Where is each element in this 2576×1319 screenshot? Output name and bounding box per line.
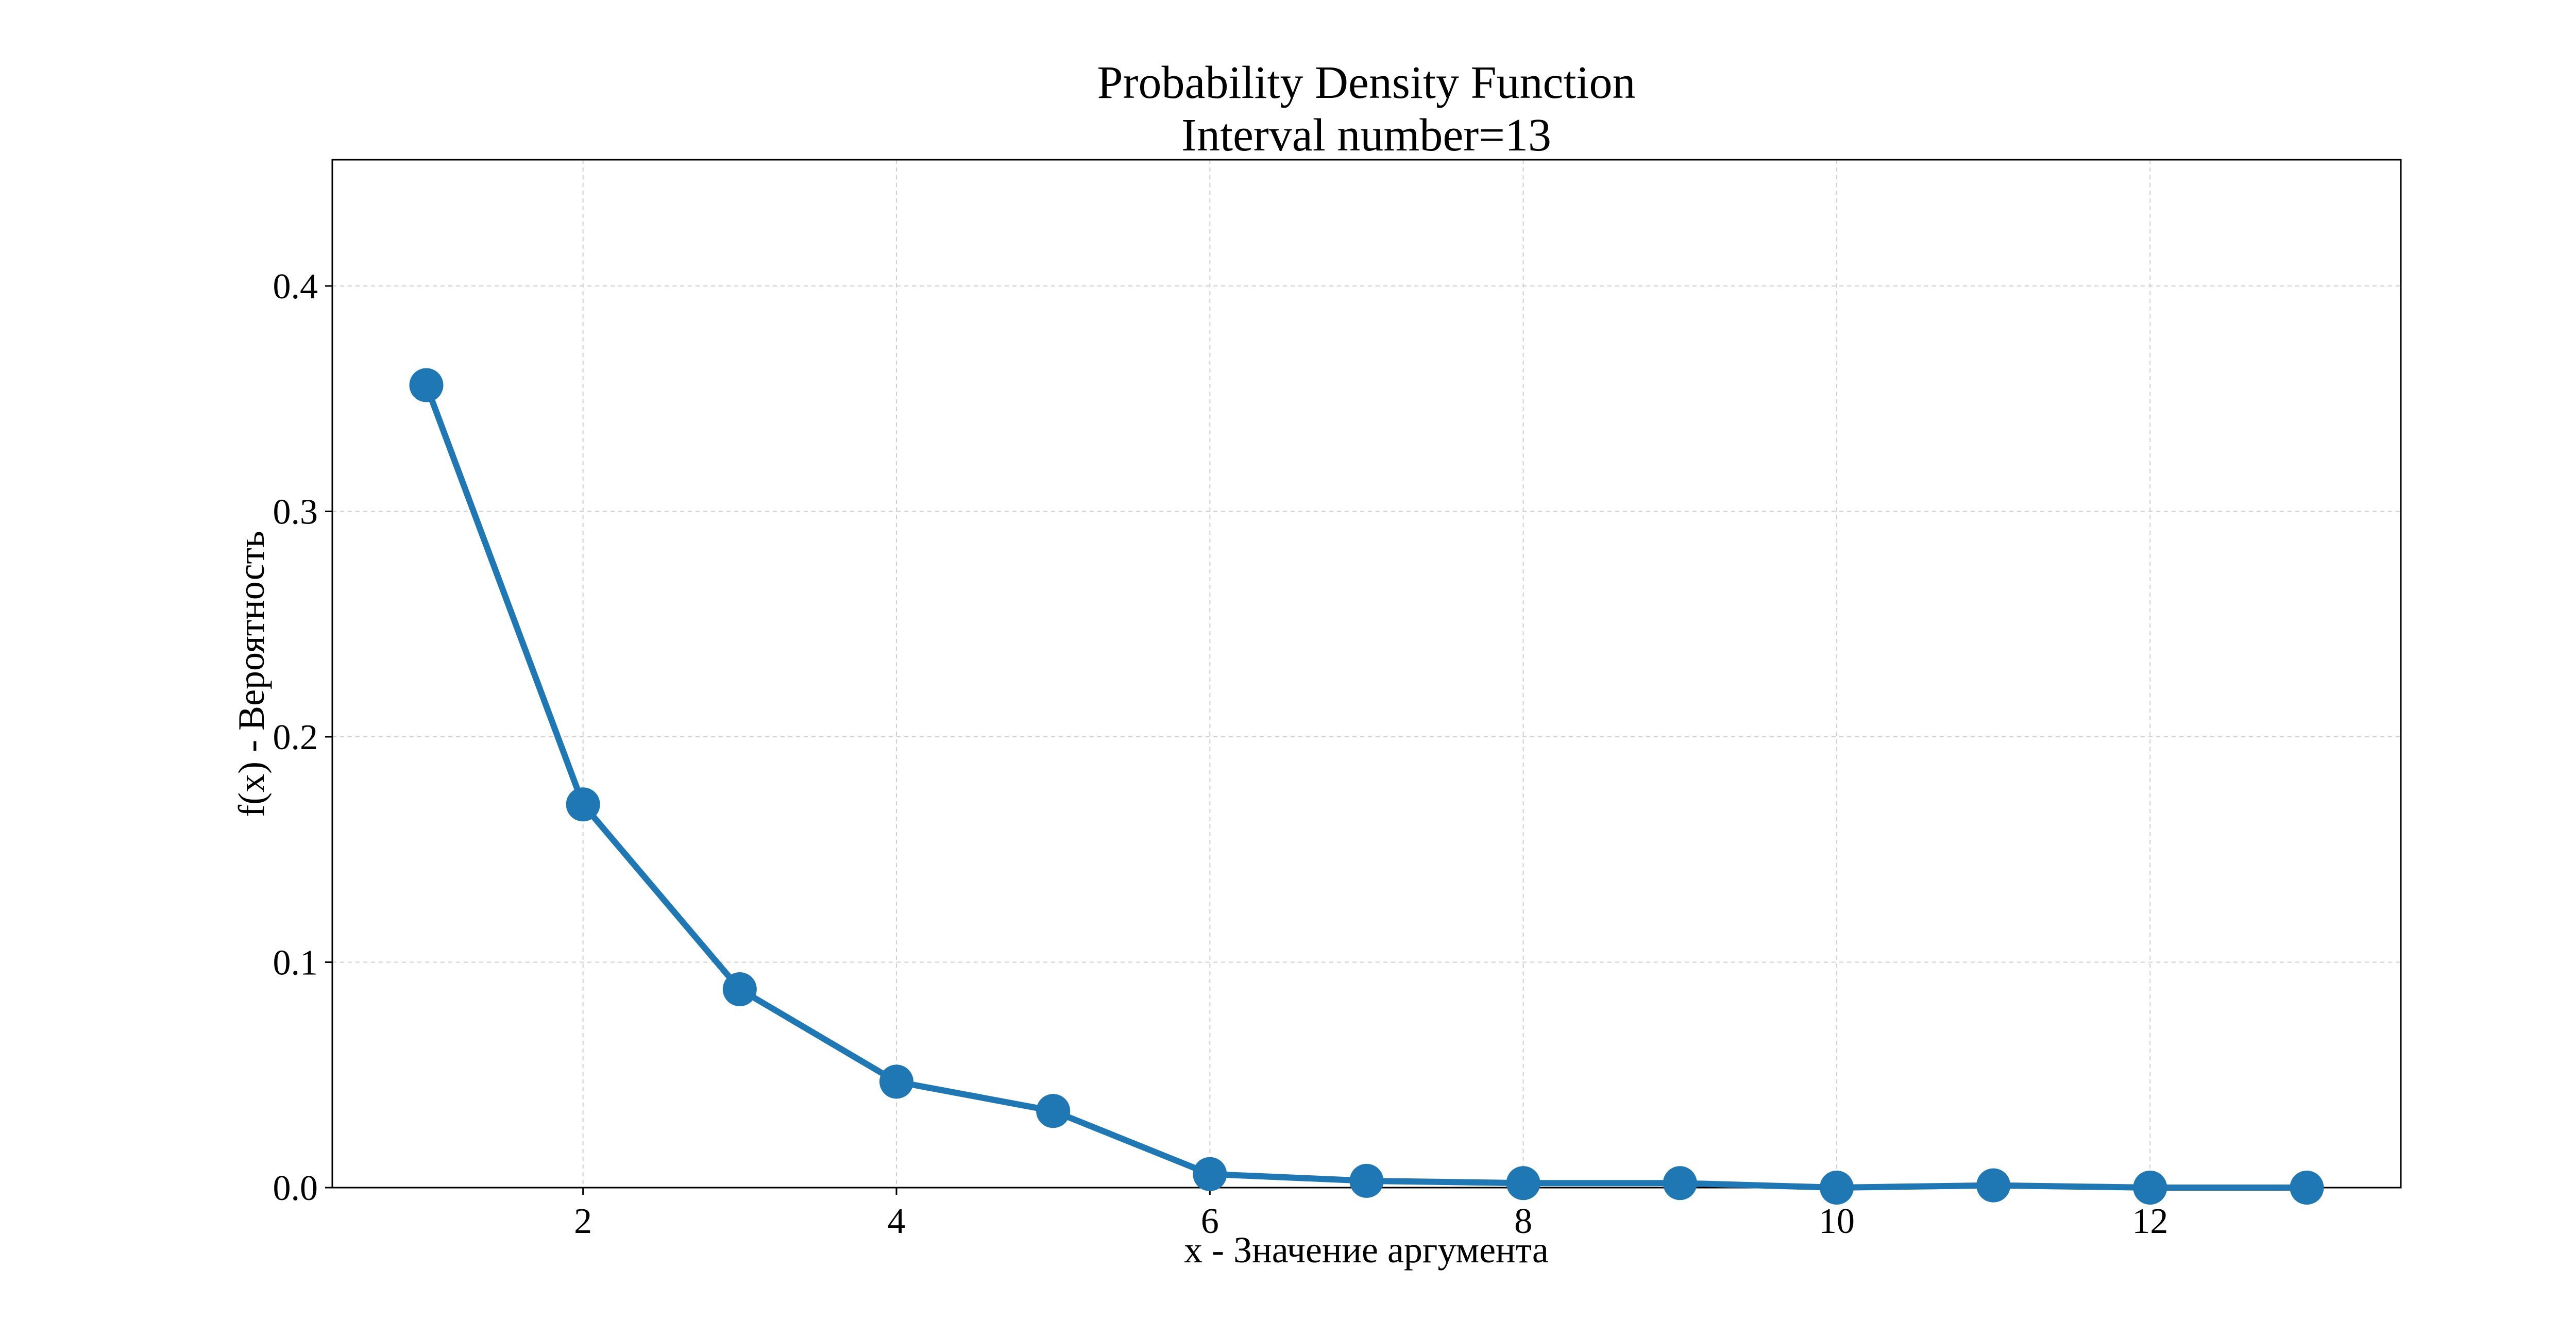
x-tick-label: 8 bbox=[1514, 1202, 1532, 1241]
y-axis-label: f(x) - Вероятность bbox=[231, 531, 272, 817]
y-axis-ticks: 0.0 0.1 0.2 0.3 0.4 bbox=[273, 267, 332, 1208]
data-point bbox=[1976, 1168, 2011, 1203]
data-point bbox=[722, 972, 757, 1006]
x-tick-label: 10 bbox=[1819, 1202, 1855, 1241]
data-point bbox=[1193, 1157, 1227, 1191]
x-tick-label: 12 bbox=[2132, 1202, 2168, 1241]
y-tick-label: 0.4 bbox=[273, 267, 318, 307]
series-layer bbox=[409, 368, 2324, 1205]
x-tick-label: 2 bbox=[574, 1202, 592, 1241]
y-tick-label: 0.0 bbox=[273, 1169, 318, 1208]
data-point bbox=[2133, 1171, 2167, 1205]
y-tick-label: 0.3 bbox=[273, 493, 318, 532]
data-point bbox=[1663, 1166, 1697, 1200]
y-tick-label: 0.2 bbox=[273, 718, 318, 757]
grid bbox=[332, 160, 2401, 1188]
chart-title: Probability Density Function bbox=[1097, 57, 1636, 108]
data-point bbox=[566, 787, 600, 822]
chart-subtitle: Interval number=13 bbox=[1181, 110, 1551, 161]
x-tick-label: 6 bbox=[1201, 1202, 1219, 1241]
data-point bbox=[1820, 1171, 1854, 1205]
pdf-series-line bbox=[423, 382, 2310, 1191]
x-axis-ticks: 2 4 6 8 10 12 bbox=[574, 1188, 2168, 1241]
data-point bbox=[2290, 1171, 2324, 1205]
plot-area bbox=[331, 159, 2402, 1189]
x-axis-label: x - Значение аргумента bbox=[1184, 1229, 1549, 1271]
data-point bbox=[409, 368, 444, 402]
y-tick-label: 0.1 bbox=[273, 943, 318, 983]
x-tick-label: 4 bbox=[888, 1202, 906, 1241]
data-point bbox=[1506, 1166, 1540, 1200]
data-point bbox=[1349, 1163, 1384, 1198]
data-point bbox=[1036, 1094, 1071, 1128]
data-point bbox=[879, 1064, 913, 1099]
